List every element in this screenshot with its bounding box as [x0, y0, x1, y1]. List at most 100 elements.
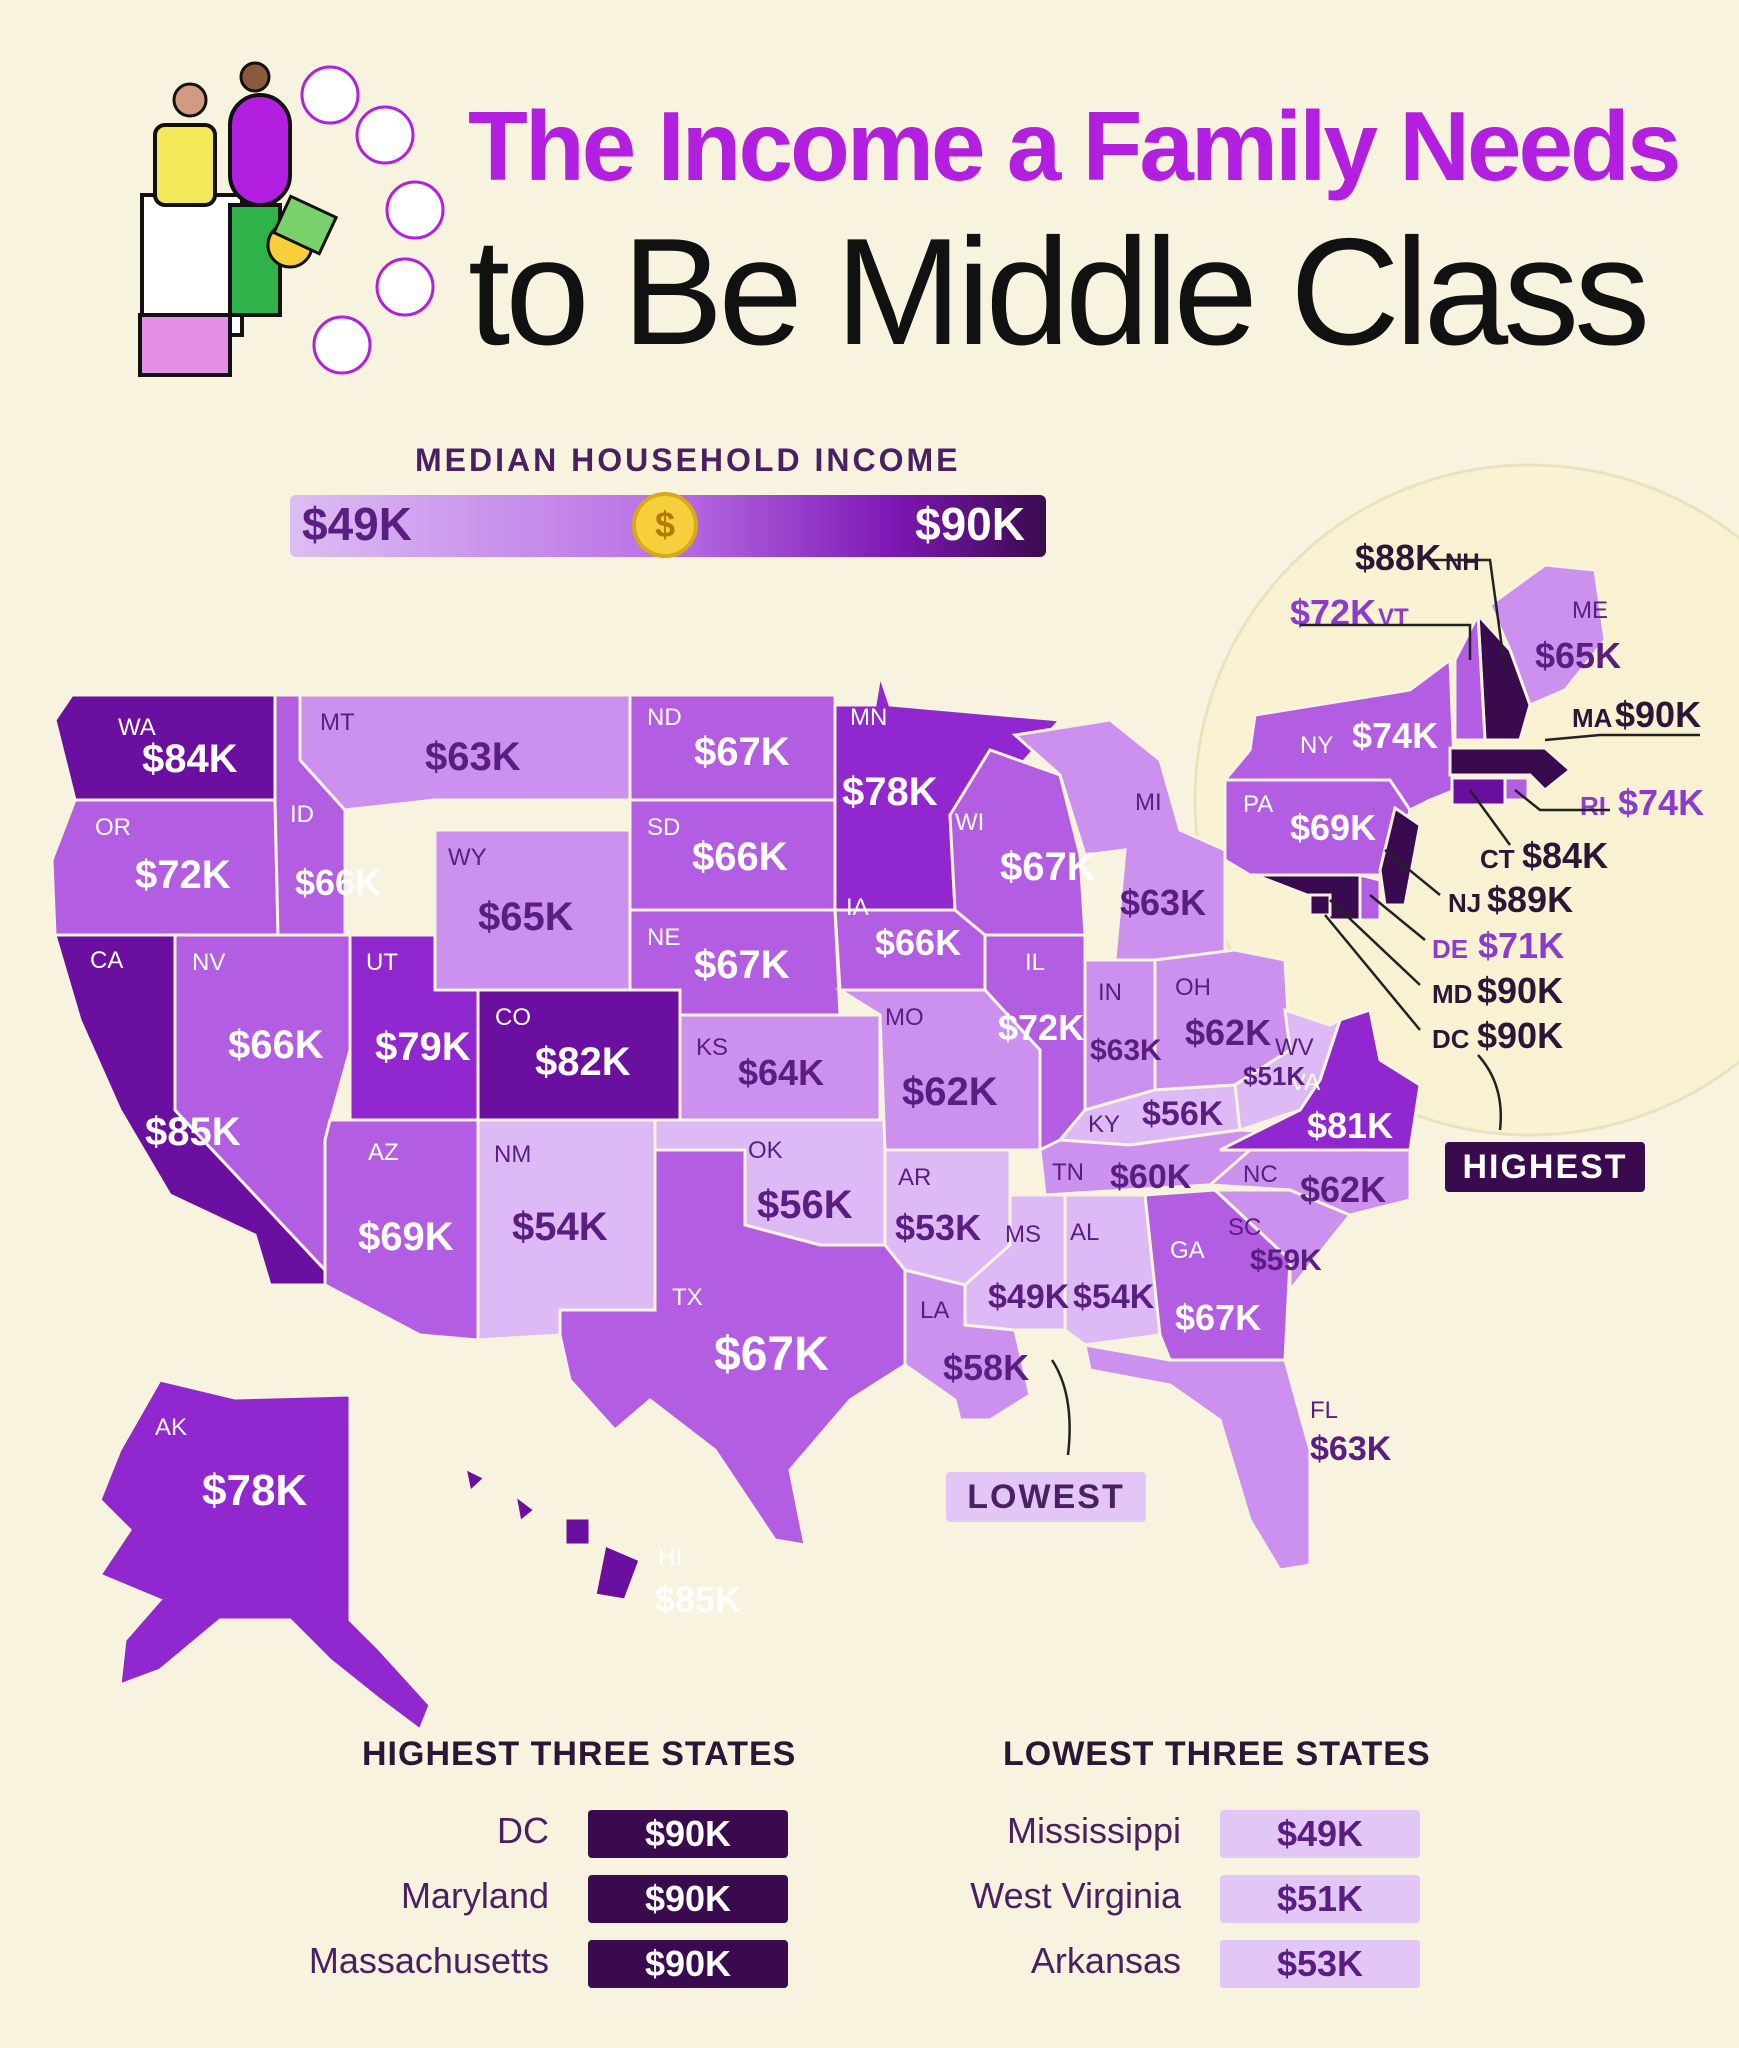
state-abbr-ma: MA [1572, 703, 1613, 733]
state-value-tn: $60K [1110, 1158, 1192, 1196]
lowest-row-3-value: $53K [1220, 1940, 1420, 1988]
highest-row-3-name: Massachusetts [308, 1940, 549, 1981]
state-value-hi: $85K [655, 1579, 741, 1620]
state-abbr-ky: KY [1088, 1111, 1120, 1138]
state-value-me: $65K [1535, 635, 1621, 676]
state-abbr-mn: MN [850, 704, 887, 731]
state-wi [948, 748, 1087, 937]
state-value-oh: $62K [1185, 1012, 1271, 1053]
state-abbr-nd: ND [647, 704, 682, 731]
state-abbr-il: IL [1025, 949, 1045, 976]
state-value-mt: $63K [425, 735, 521, 779]
state-fl [1083, 1343, 1312, 1572]
state-value-md: $90K [1477, 970, 1563, 1011]
ct-leader [1468, 789, 1512, 846]
state-value-ky: $56K [1142, 1095, 1224, 1133]
state-nj [1378, 805, 1422, 907]
family-illustration [138, 61, 445, 377]
state-abbr-mo: MO [885, 1004, 924, 1031]
state-value-ar: $53K [895, 1207, 981, 1248]
state-wv [1233, 1007, 1343, 1133]
state-value-mo: $62K [902, 1070, 998, 1114]
state-value-ma: $90K [1615, 694, 1701, 735]
state-value-wy: $65K [478, 895, 574, 939]
state-value-sc: $59K [1250, 1244, 1322, 1277]
state-abbr-or: OR [95, 814, 131, 841]
state-value-in: $63K [1090, 1034, 1162, 1067]
state-abbr-ks: KS [696, 1034, 728, 1061]
state-value-mn: $78K [842, 770, 938, 814]
state-value-id: $66K [295, 862, 381, 903]
state-abbr-ms: MS [1005, 1221, 1041, 1248]
lowest-three-heading: LOWEST THREE STATES [1003, 1735, 1431, 1773]
state-abbr-nc: NC [1243, 1161, 1278, 1188]
highest-row-1-value: $90K [588, 1810, 788, 1858]
dc-leader [1324, 914, 1421, 1031]
state-value-wi: $67K [1000, 845, 1096, 889]
state-abbr-pa: PA [1243, 791, 1273, 818]
state-abbr-nv: NV [192, 949, 225, 976]
state-abbr-ak: AK [155, 1414, 187, 1441]
state-ny [1221, 657, 1457, 812]
lowest-callout: LOWEST [946, 1472, 1146, 1522]
state-value-ct: $84K [1522, 835, 1608, 876]
state-value-pa: $69K [1290, 807, 1376, 848]
state-al [1063, 1193, 1162, 1347]
state-abbr-tn: TN [1052, 1159, 1084, 1186]
state-value-ok: $56K [757, 1183, 853, 1227]
state-value-wv: $51K [1243, 1061, 1305, 1091]
state-value-wa: $84K [142, 737, 238, 781]
state-value-nc: $62K [1300, 1169, 1386, 1210]
state-value-de: $71K [1478, 925, 1564, 966]
state-value-nh: $88K [1355, 537, 1441, 578]
lowest-row-2-name: West Virginia [970, 1875, 1181, 1916]
state-value-nm: $54K [512, 1205, 608, 1249]
state-abbr-sd: SD [647, 814, 680, 841]
state-abbr-ga: GA [1170, 1237, 1205, 1264]
de-leader [1369, 894, 1426, 941]
highest-callout: HIGHEST [1445, 1142, 1645, 1192]
state-abbr-dc: DC [1432, 1024, 1470, 1054]
state-value-or: $72K [135, 853, 231, 897]
state-value-ut: $79K [375, 1025, 471, 1069]
highest-row-2-name: Maryland [400, 1875, 549, 1916]
state-value-ms: $49K [988, 1278, 1070, 1316]
state-value-ca: $85K [145, 1110, 241, 1154]
highest-row-3-value: $90K [588, 1940, 788, 1988]
state-value-nd: $67K [694, 730, 790, 774]
state-de [1358, 873, 1382, 922]
state-value-co: $82K [535, 1040, 631, 1084]
state-abbr-la: LA [920, 1297, 949, 1324]
state-value-ri: $74K [1618, 782, 1704, 823]
dollar-coin-icon: $ [632, 492, 698, 558]
ri-leader [1514, 789, 1610, 812]
state-abbr-ok: OK [748, 1137, 783, 1164]
state-value-ne: $67K [694, 943, 790, 987]
state-value-nv: $66K [228, 1023, 324, 1067]
state-abbr-ri: RI [1580, 791, 1606, 821]
state-abbr-de: DE [1432, 934, 1468, 964]
state-dc [1308, 893, 1332, 917]
legend-title: MEDIAN HOUSEHOLD INCOME [415, 442, 961, 478]
state-abbr-ny: NY [1300, 732, 1333, 759]
state-hi [462, 1465, 642, 1602]
state-abbr-az: AZ [368, 1139, 399, 1166]
lowest-row-3-name: Arkansas [1030, 1940, 1181, 1981]
state-ak [97, 1378, 432, 1733]
state-value-la: $58K [943, 1347, 1029, 1388]
state-abbr-mi: MI [1135, 789, 1162, 816]
state-abbr-wv: WV [1275, 1034, 1314, 1061]
state-value-ak: $78K [202, 1466, 307, 1515]
state-value-ga: $67K [1175, 1297, 1261, 1338]
state-value-tx: $67K [714, 1328, 829, 1381]
state-abbr-nm: NM [494, 1141, 531, 1168]
state-value-sd: $66K [692, 835, 788, 879]
state-tx [558, 1148, 907, 1547]
state-abbr-ct: CT [1480, 844, 1515, 874]
nj-leader [1384, 849, 1441, 896]
state-abbr-tx: TX [672, 1284, 703, 1311]
state-abbr-id: ID [290, 801, 314, 828]
state-value-ia: $66K [875, 922, 961, 963]
lowest-row-1-name: Mississippi [1006, 1810, 1181, 1851]
state-abbr-ar: AR [898, 1164, 931, 1191]
